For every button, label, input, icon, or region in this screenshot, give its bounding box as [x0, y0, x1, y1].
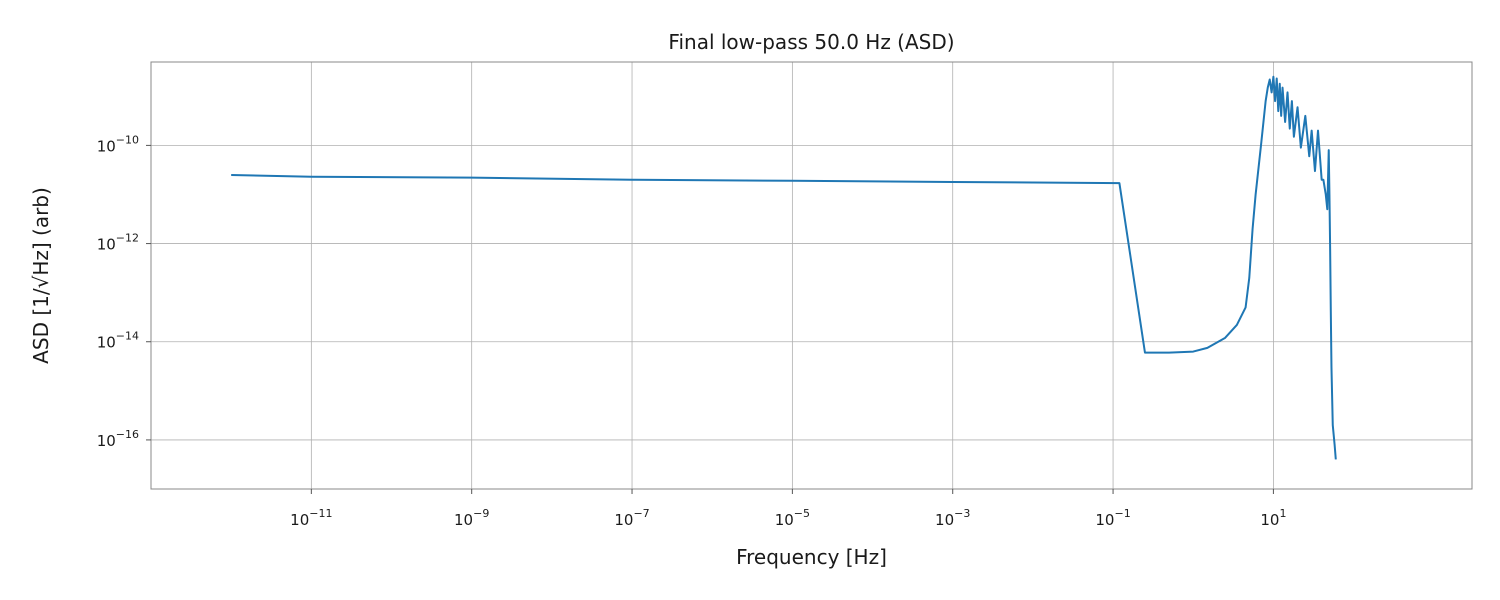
- y-tick-exponent: −10: [116, 133, 139, 146]
- x-tick-exponent: 1: [1279, 507, 1286, 520]
- x-tick-label: 101: [1260, 507, 1286, 529]
- asd-series-line: [231, 75, 1337, 460]
- x-tick-base: 10: [290, 511, 309, 529]
- chart-title: Final low-pass 50.0 Hz (ASD): [668, 30, 954, 54]
- x-tick-exponent: −7: [633, 507, 649, 520]
- series-layer: [231, 75, 1337, 460]
- x-tick-base: 10: [454, 511, 473, 529]
- y-tick-exponent: −12: [116, 232, 139, 245]
- x-tick-exponent: −9: [473, 507, 489, 520]
- x-tick-exponent: −1: [1114, 507, 1130, 520]
- x-tick-exponent: −5: [794, 507, 810, 520]
- x-tick-label: 10−3: [935, 507, 970, 529]
- x-tick-label: 10−1: [1095, 507, 1130, 529]
- y-tick-label: 10−10: [97, 133, 139, 155]
- y-tick-label: 10−16: [97, 428, 139, 450]
- x-tick-base: 10: [1260, 511, 1279, 529]
- x-tick-exponent: −3: [954, 507, 970, 520]
- y-axis-label: ASD [1/√Hz] (arb): [29, 187, 53, 364]
- tick-marks: [146, 144, 1274, 494]
- plot-frame: [150, 61, 1473, 490]
- x-tick-exponent: −11: [309, 507, 332, 520]
- x-tick-label: 10−9: [454, 507, 489, 529]
- x-axis-label: Frequency [Hz]: [736, 545, 887, 569]
- x-tick-base: 10: [614, 511, 633, 529]
- x-tick-base: 10: [775, 511, 794, 529]
- x-tick-label: 10−5: [775, 507, 810, 529]
- y-tick-base: 10: [97, 334, 116, 352]
- y-tick-base: 10: [97, 137, 116, 155]
- y-tick-base: 10: [97, 432, 116, 450]
- y-tick-label: 10−14: [97, 330, 139, 352]
- x-tick-base: 10: [935, 511, 954, 529]
- x-tick-label: 10−7: [614, 507, 649, 529]
- y-tick-exponent: −14: [116, 330, 139, 343]
- grid-lines: [151, 62, 1472, 489]
- x-tick-labels: 10−11 10−9 10−7 10−5 10−3 10−1 101: [290, 507, 1286, 529]
- x-tick-base: 10: [1095, 511, 1114, 529]
- y-tick-label: 10−12: [97, 232, 139, 254]
- y-tick-exponent: −16: [116, 428, 139, 441]
- y-tick-base: 10: [97, 236, 116, 254]
- x-tick-label: 10−11: [290, 507, 332, 529]
